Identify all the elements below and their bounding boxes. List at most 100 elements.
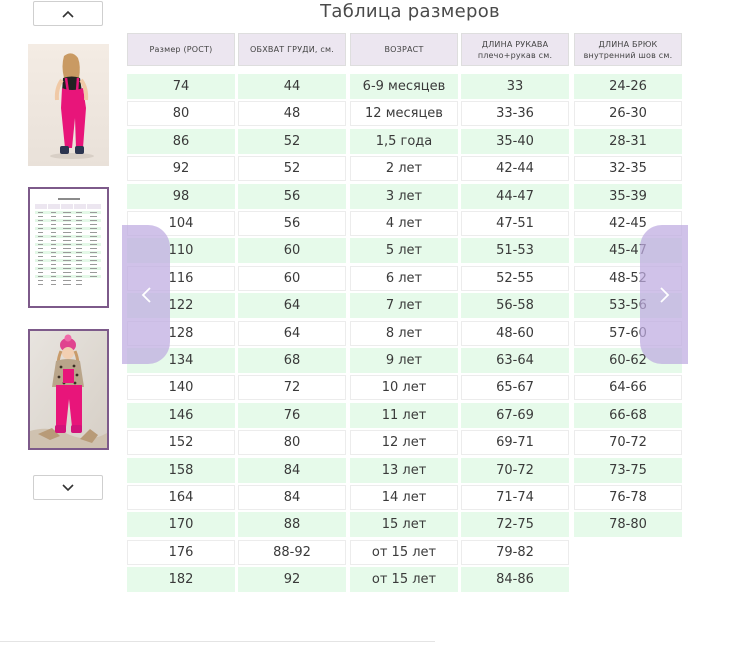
table-cell: 176 [127, 540, 235, 565]
table-cell: 170 [127, 512, 235, 537]
header-label: ДЛИНА РУКАВА [481, 39, 549, 49]
header-label: ОБХВАТ ГРУДИ, см. [250, 45, 334, 54]
table-cell: 60 [238, 266, 346, 291]
size-chart-title: Таблица размеров [320, 1, 500, 22]
table-cell: 152 [127, 430, 235, 455]
thumbnail-size-chart[interactable] [28, 187, 109, 308]
table-cell: 64 [238, 321, 346, 346]
thumbnail-scroll-up-button[interactable] [33, 1, 103, 26]
thumbnail-photo-front-view[interactable] [28, 329, 109, 450]
thumbnail-photo-back-view[interactable] [28, 44, 109, 166]
table-cell: 60 [238, 238, 346, 263]
table-cell: 76 [238, 403, 346, 428]
table-cell: 13 лет [350, 458, 458, 483]
next-image-button[interactable] [640, 225, 688, 364]
table-cell: 15 лет [350, 512, 458, 537]
table-cell: 35-39 [574, 184, 682, 209]
table-cell: 65-67 [461, 375, 569, 400]
divider [0, 641, 435, 642]
previous-image-button[interactable] [122, 225, 170, 364]
table-cell: 44-47 [461, 184, 569, 209]
table-cell: 70-72 [461, 458, 569, 483]
table-cell: 32-35 [574, 156, 682, 181]
table-cell: 42-44 [461, 156, 569, 181]
table-cell: 51-53 [461, 238, 569, 263]
table-cell: 74 [127, 74, 235, 99]
table-cell: 56 [238, 211, 346, 236]
table-cell: 92 [127, 156, 235, 181]
table-cell: 84 [238, 458, 346, 483]
table-cell: 63-64 [461, 348, 569, 373]
table-cell: 182 [127, 567, 235, 592]
table-cell: 5 лет [350, 238, 458, 263]
table-cell: 69-71 [461, 430, 569, 455]
table-cell: 80 [238, 430, 346, 455]
chevron-up-icon [62, 10, 74, 18]
size-chart-miniature-image [30, 189, 107, 306]
table-header-cell: Размер (РОСТ) [127, 33, 235, 66]
table-cell: 84 [238, 485, 346, 510]
table-cell: от 15 лет [350, 567, 458, 592]
table-header-cell: ВОЗРАСТ [350, 33, 458, 66]
header-sublabel: внутренний шов см. [583, 50, 673, 60]
table-cell: 84-86 [461, 567, 569, 592]
table-cell: 3 лет [350, 184, 458, 209]
header-label: ВОЗРАСТ [384, 45, 424, 54]
table-cell: 71-74 [461, 485, 569, 510]
table-cell: 146 [127, 403, 235, 428]
table-cell: 57-60 [574, 321, 682, 346]
table-cell: 7 лет [350, 293, 458, 318]
table-cell: 68 [238, 348, 346, 373]
chevron-left-icon [141, 286, 151, 303]
table-cell: 52 [238, 129, 346, 154]
table-cell: 9 лет [350, 348, 458, 373]
table-cell: 52-55 [461, 266, 569, 291]
table-header-cell: ДЛИНА РУКАВА плечо+рукав см. [461, 33, 569, 66]
table-cell: 47-51 [461, 211, 569, 236]
table-cell: 70-72 [574, 430, 682, 455]
table-cell: 98 [127, 184, 235, 209]
header-label: Размер (РОСТ) [149, 45, 213, 54]
table-cell: 6 лет [350, 266, 458, 291]
table-cell: 33-36 [461, 101, 569, 126]
table-cell: 11 лет [350, 403, 458, 428]
table-cell: 44 [238, 74, 346, 99]
thumbnail-scroll-down-button[interactable] [33, 475, 103, 500]
table-cell: 88 [238, 512, 346, 537]
table-cell: 48 [238, 101, 346, 126]
table-cell: 1,5 года [350, 129, 458, 154]
table-cell: 24-26 [574, 74, 682, 99]
table-cell: 6-9 месяцев [350, 74, 458, 99]
table-cell: 26-30 [574, 101, 682, 126]
table-cell: 66-68 [574, 403, 682, 428]
table-cell: 140 [127, 375, 235, 400]
thumbnail-gallery [0, 0, 125, 647]
table-cell: 33 [461, 74, 569, 99]
chevron-down-icon [62, 483, 74, 491]
table-cell: 48-60 [461, 321, 569, 346]
table-header-cell: ДЛИНА БРЮК внутренний шов см. [574, 33, 682, 66]
table-cell: 86 [127, 129, 235, 154]
size-chart-viewer: Таблица размеров Размер (РОСТ) ОБХВАТ ГРУ… [125, 0, 730, 647]
table-cell: 78-80 [574, 512, 682, 537]
table-cell: 8 лет [350, 321, 458, 346]
table-cell: 64-66 [574, 375, 682, 400]
table-cell: 10 лет [350, 375, 458, 400]
table-cell: 80 [127, 101, 235, 126]
header-sublabel: плечо+рукав см. [477, 50, 553, 60]
table-cell: 72 [238, 375, 346, 400]
table-cell: 56 [238, 184, 346, 209]
table-cell: 88-92 [238, 540, 346, 565]
table-cell: 67-69 [461, 403, 569, 428]
table-cell: 56-58 [461, 293, 569, 318]
table-header-cell: ОБХВАТ ГРУДИ, см. [238, 33, 346, 66]
table-cell: 4 лет [350, 211, 458, 236]
table-cell: 76-78 [574, 485, 682, 510]
table-cell: 79-82 [461, 540, 569, 565]
table-cell: 35-40 [461, 129, 569, 154]
table-cell: 12 лет [350, 430, 458, 455]
table-cell: 12 месяцев [350, 101, 458, 126]
table-cell: 158 [127, 458, 235, 483]
table-cell: 28-31 [574, 129, 682, 154]
table-cell: 92 [238, 567, 346, 592]
